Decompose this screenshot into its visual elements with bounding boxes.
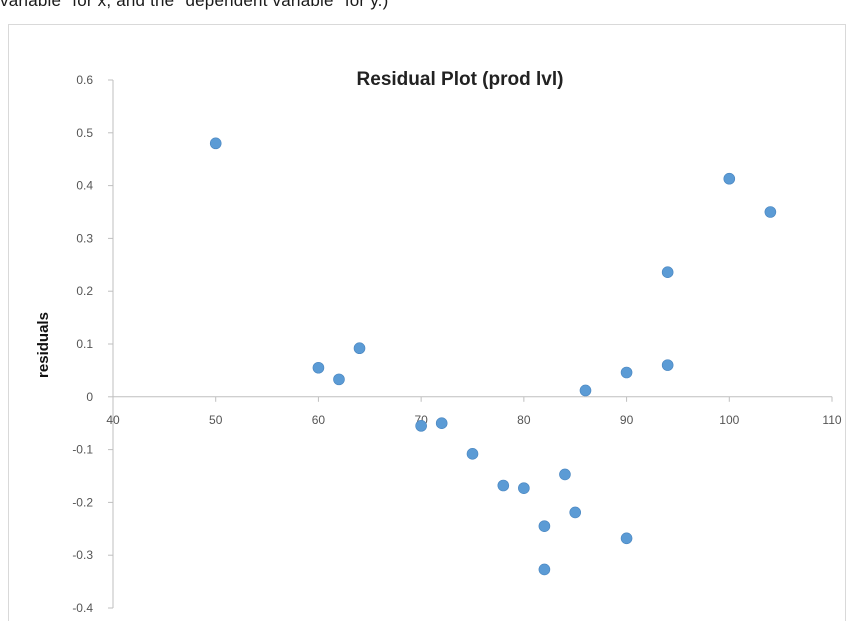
chart-title: Residual Plot (prod lvl) [357, 69, 564, 90]
data-point [312, 361, 325, 374]
data-point [661, 266, 674, 278]
x-tick-label: 90 [620, 413, 634, 427]
y-axis-ticks: 0.6 0.5 0.4 0.3 0.2 0.1 0 -0.1 -0.2 -0.3 -0.4 [72, 73, 113, 615]
x-tick-label: 100 [719, 413, 739, 427]
data-points [209, 137, 777, 576]
data-point [579, 384, 592, 397]
x-tick-label: 60 [312, 413, 326, 427]
y-tick-label: 0 [86, 390, 93, 404]
data-point [538, 520, 551, 532]
y-tick-label: -0.4 [72, 601, 93, 615]
x-axis-ticks: 40 50 60 70 80 90 100 110 [106, 396, 842, 427]
data-point [661, 359, 674, 371]
y-tick-label: 0.4 [76, 179, 93, 193]
data-point [209, 137, 222, 150]
y-tick-label: 0.6 [76, 73, 93, 87]
y-tick-label: -0.3 [72, 548, 93, 562]
data-point [620, 532, 633, 545]
y-tick-label: 0.5 [76, 126, 93, 140]
data-point [415, 420, 427, 432]
data-point [333, 373, 345, 386]
y-tick-label: -0.1 [72, 443, 93, 457]
data-point [569, 506, 582, 519]
data-point [353, 342, 366, 355]
chart-area [8, 24, 846, 621]
data-point [466, 448, 479, 460]
data-point [764, 206, 777, 218]
y-axis-title: residuals [35, 312, 52, 378]
data-point [538, 563, 551, 576]
data-point [620, 366, 633, 379]
data-point [435, 417, 448, 430]
x-tick-label: 50 [209, 413, 223, 427]
x-tick-label: 110 [822, 413, 841, 427]
y-tick-label: 0.3 [76, 231, 93, 245]
x-tick-label: 40 [106, 413, 120, 427]
data-point [518, 482, 530, 494]
y-tick-label: 0.1 [76, 337, 93, 351]
y-tick-label: -0.2 [72, 495, 93, 509]
y-tick-label: 0.2 [76, 284, 93, 298]
data-point [559, 468, 571, 481]
data-point [723, 172, 736, 185]
data-point [497, 479, 510, 492]
caption-text: variable" for x, and the "dependent vari… [0, 0, 389, 10]
x-tick-label: 80 [517, 413, 531, 427]
